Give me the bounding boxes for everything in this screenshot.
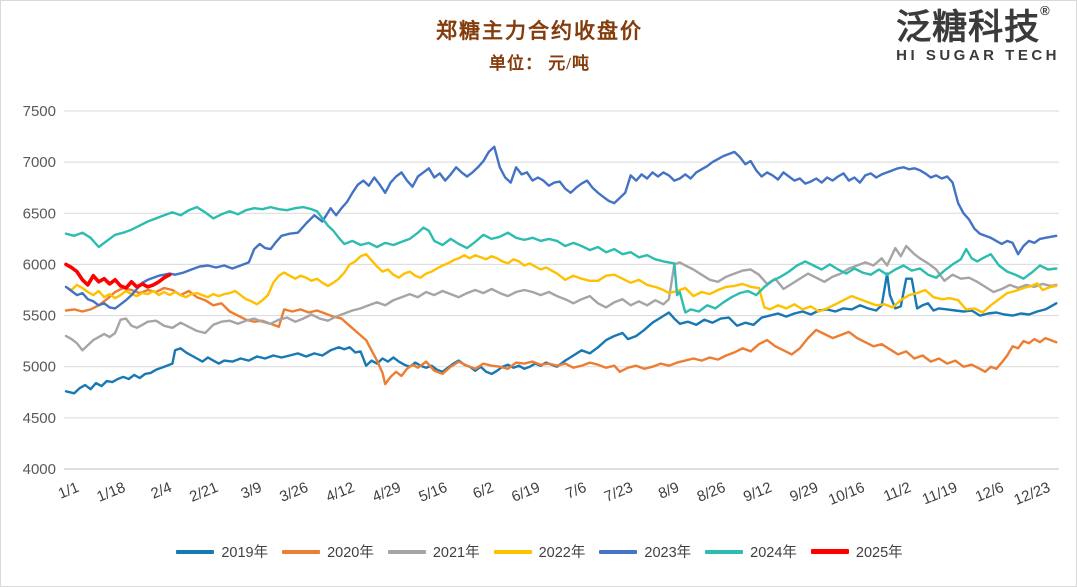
x-tick-label-4/29: 4/29 (370, 479, 403, 506)
x-tick-label-10/16: 10/16 (826, 479, 867, 509)
series-line-2025年 (64, 262, 172, 290)
x-tick-label-9/29: 9/29 (787, 479, 820, 506)
legend-swatch-2022年 (493, 549, 532, 554)
legend-swatch-2023年 (599, 549, 638, 554)
logo-zh-text: 泛糖科技 (896, 8, 1041, 47)
legend-label-2025年: 2025年 (855, 545, 903, 561)
series-line-2024年 (64, 205, 1058, 314)
series-line-2022年 (64, 252, 1058, 314)
legend-item-2025年: 2025年 (810, 541, 903, 562)
legend-swatch-2020年 (282, 549, 321, 554)
legend-item-2023年: 2023年 (599, 541, 691, 562)
legend-label-2019年: 2019年 (221, 545, 269, 561)
y-tick-label-5000: 5000 (23, 359, 56, 376)
legend-item-2020年: 2020年 (282, 541, 374, 562)
x-tick-label-9/12: 9/12 (741, 479, 774, 506)
y-tick-label-7000: 7000 (23, 154, 56, 171)
legend-label-2020年: 2020年 (327, 545, 374, 561)
series-line-2019年 (64, 272, 1058, 395)
hi-sugar-tech-logo: 泛糖科技® HI SUGAR TECH (896, 3, 1060, 65)
legend-label-2024年: 2024年 (750, 545, 797, 561)
legend-item-2019年: 2019年 (176, 541, 268, 562)
x-tick-label-12/6: 12/6 (973, 479, 1006, 506)
y-tick-label-5500: 5500 (23, 308, 56, 325)
x-tick-label-8/9: 8/9 (656, 479, 682, 503)
legend-swatch-2025年 (810, 549, 849, 554)
price-line-chart: 7500 7000 6500 6000 5500 5000 4500 4000 1/1 1/18 2… (1, 89, 1076, 519)
chart-subtitle: 单位： 元/吨 (489, 54, 590, 73)
series-line-2020年 (64, 286, 1058, 386)
x-tick-label-6/19: 6/19 (509, 479, 542, 506)
legend-item-2022年: 2022年 (493, 541, 586, 562)
x-tick-label-2/4: 2/4 (149, 479, 175, 503)
logo-en-text: HI SUGAR TECH (896, 47, 1060, 64)
y-tick-label-4000: 4000 (23, 461, 56, 478)
y-tick-label-6000: 6000 (23, 256, 56, 273)
x-tick-label-7/6: 7/6 (563, 479, 589, 503)
legend-swatch-2024年 (705, 549, 744, 554)
x-tick-label-12/23: 12/23 (1011, 479, 1052, 509)
x-tick-label-11/19: 11/19 (920, 479, 960, 508)
x-tick-label-1/1: 1/1 (56, 479, 82, 503)
y-tick-label-7500: 7500 (23, 103, 56, 120)
legend-label-2023年: 2023年 (644, 545, 692, 561)
x-tick-label-4/12: 4/12 (324, 479, 357, 506)
legend-label-2022年: 2022年 (538, 545, 586, 561)
x-tick-label-1/18: 1/18 (94, 479, 127, 506)
y-tick-label-4500: 4500 (23, 410, 56, 427)
registered-trademark-icon: ® (1040, 3, 1050, 18)
series-line-2023年 (64, 145, 1058, 310)
x-tick-label-3/26: 3/26 (277, 479, 310, 506)
x-tick-label-7/23: 7/23 (602, 479, 635, 506)
chart-title: 郑糖主力合约收盘价 (436, 19, 643, 43)
x-tick-label-5/16: 5/16 (416, 479, 449, 506)
x-tick-label-8/26: 8/26 (695, 479, 728, 506)
x-tick-label-11/2: 11/2 (881, 479, 913, 505)
legend-item-2021年: 2021年 (387, 541, 480, 562)
legend-label-2021年: 2021年 (432, 545, 480, 561)
series-line-2021年 (64, 244, 1058, 352)
y-tick-label-6500: 6500 (23, 205, 56, 222)
legend-swatch-2019年 (176, 549, 215, 554)
legend-item-2024年: 2024年 (705, 541, 797, 562)
chart-legend: 2019年 2020年 2021年 2022年 2023年 2024年 2025年 (1, 541, 1076, 562)
x-tick-label-6/2: 6/2 (470, 479, 496, 503)
x-tick-label-3/9: 3/9 (239, 479, 265, 503)
legend-swatch-2021年 (387, 549, 426, 554)
x-tick-label-2/21: 2/21 (187, 479, 220, 506)
